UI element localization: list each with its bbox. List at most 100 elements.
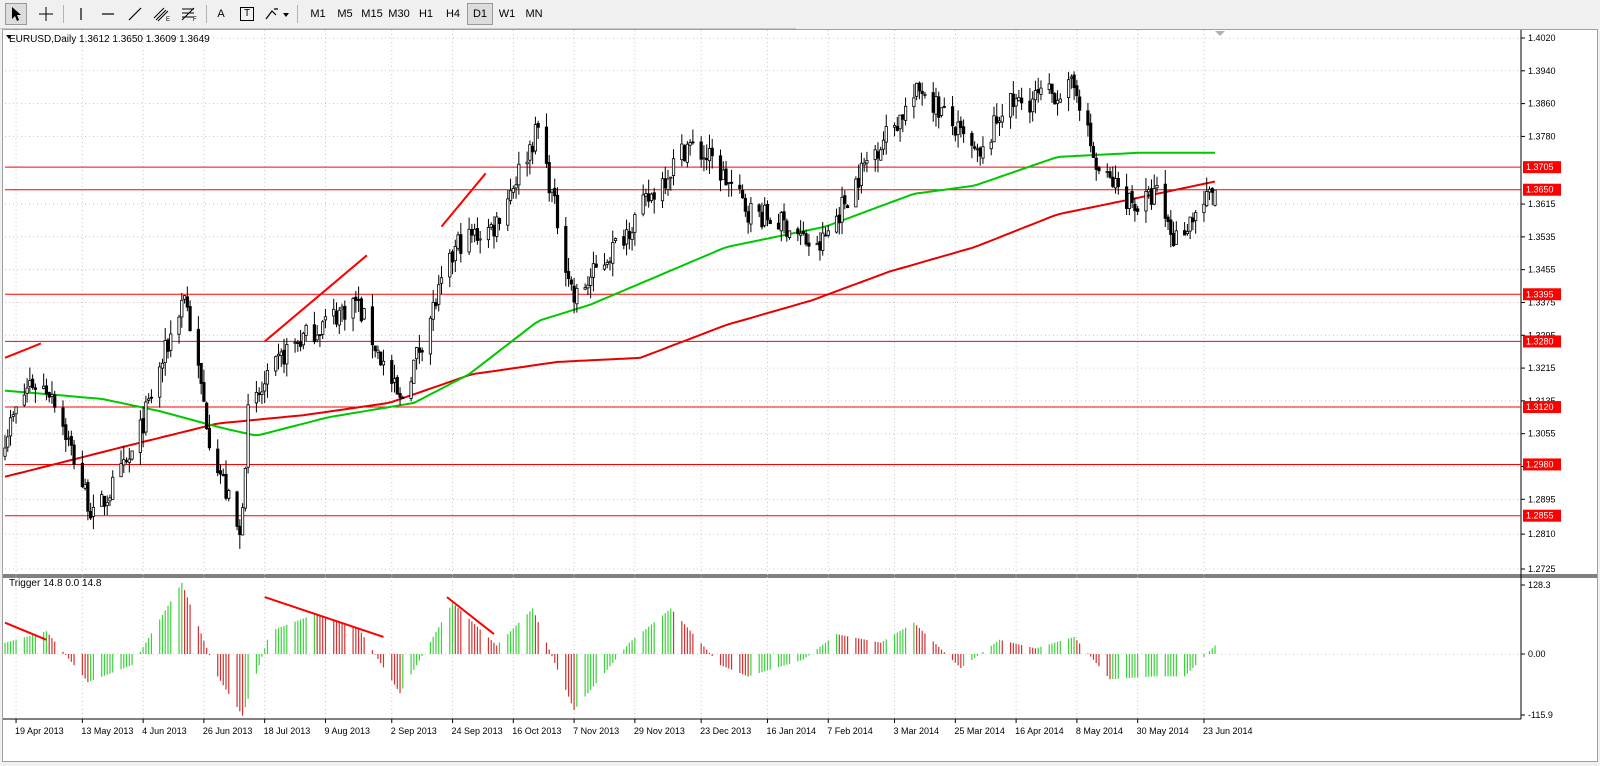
candle-body [489,224,493,228]
candle-body [1069,76,1073,79]
moving-average-slow-line [4,180,1216,478]
text-icon[interactable]: A [217,8,225,20]
candle-body [47,392,51,398]
chart-collapse-icon[interactable] [6,35,12,39]
candle-body [525,161,529,165]
price-level-badge [1523,509,1561,522]
date-tick-label: 23 Dec 2013 [700,726,751,736]
indicator-trendline[interactable] [446,596,495,635]
candle-body [44,385,49,395]
channel-icon[interactable]: E [151,3,173,25]
candle-body [663,178,667,189]
timeframe-h1-button[interactable]: H1 [418,8,434,20]
candle-body [163,340,167,364]
shift-marker-icon[interactable] [1215,31,1225,36]
candle-body [1213,189,1217,206]
date-tick-label: 3 Mar 2014 [894,726,940,736]
price-chart[interactable]: 1.4020 1.3940 1.3860 1.3780 1.3615 1.3535 1.34… [3,30,1597,761]
date-tick-label: 7 Feb 2014 [827,726,873,736]
horizontal-line-icon[interactable] [97,3,119,25]
candle-body [589,276,593,286]
vertical-line-icon[interactable] [70,3,92,25]
candle-body [260,391,264,395]
candle-body [1152,188,1156,205]
candle-body [729,181,734,184]
candle-body [1163,183,1167,219]
indicator-trendline[interactable] [264,596,384,638]
candle-body [837,214,841,224]
timeframe-m15-button[interactable]: M15 [361,8,383,20]
candle-body [1130,190,1134,203]
candle-body [1053,93,1057,105]
candle-body [351,298,355,319]
date-tick-label: 13 May 2013 [81,726,133,736]
candle-body [508,190,513,201]
candle-body [652,192,656,200]
chart-toolbar: E F A T M1 M5 M15 M30 H1 H4 D1 W1 MN [0,0,796,29]
candle-body [760,211,764,228]
timeframe-m30-button[interactable]: M30 [388,8,410,20]
trendline[interactable] [264,254,368,343]
candle-body [149,396,154,399]
price-tick-label: 1.3940 [1528,66,1556,76]
date-tick-label: 7 Nov 2013 [573,726,619,736]
candle-body [854,178,858,208]
arrow-cursor-icon[interactable] [5,3,27,25]
trendline-icon[interactable] [124,3,146,25]
candle-body [473,228,477,236]
indicator-trendline[interactable] [4,621,47,641]
toolbar-separator [63,5,64,23]
candle-body [1086,110,1090,126]
price-level-label: 1.3650 [1526,185,1554,195]
candle-body [594,263,598,268]
candle-body [843,195,847,205]
candle-body [1185,231,1189,234]
candle-body [995,116,999,124]
candle-body [221,474,225,476]
timeframe-m5-button[interactable]: M5 [337,8,353,20]
candle-body [536,123,540,128]
crosshair-icon[interactable] [35,3,57,25]
date-tick-label: 23 Jun 2014 [1203,726,1253,736]
candle-body [450,251,455,263]
fibonacci-icon[interactable]: F [178,3,200,25]
candle-body [528,144,532,161]
candle-body [710,147,714,157]
trendline[interactable] [440,172,487,228]
candle-body [884,126,888,143]
candle-body [475,228,479,241]
candle-body [605,262,609,265]
timeframe-h4-button[interactable]: H4 [445,8,461,20]
timeframe-m1-button[interactable]: M1 [310,8,326,20]
candle-body [478,238,482,241]
candle-body [1174,230,1178,245]
candle-body [160,362,165,369]
shapes-dropdown-icon[interactable] [262,3,292,25]
trendline[interactable] [4,342,42,359]
candle-body [417,347,421,353]
timeframe-d1-button[interactable]: D1 [467,3,493,25]
candle-body [1116,177,1120,187]
candle-body [915,82,919,97]
candle-body [857,177,861,188]
candle-body [373,345,377,352]
text-label-icon[interactable]: T [236,3,258,25]
date-tick-label: 29 Nov 2013 [634,726,685,736]
candle-body [815,243,819,246]
timeframe-mn-button[interactable]: MN [525,8,543,20]
candle-body [1127,192,1131,209]
price-level-badge [1523,183,1561,196]
candle-body [826,230,830,236]
candle-body [1124,186,1129,209]
candle-body [997,120,1002,123]
candle-body [263,383,267,392]
candle-body [285,344,289,365]
candle-body [102,495,107,507]
candle-body [448,252,452,278]
chart-window[interactable]: 1.4020 1.3940 1.3860 1.3780 1.3615 1.3535 1.34… [2,29,1598,762]
timeframe-w1-button[interactable]: W1 [498,8,516,20]
candle-body [91,506,96,517]
candle-body [779,212,783,232]
candle-body [937,96,941,118]
candle-body [1072,74,1076,89]
